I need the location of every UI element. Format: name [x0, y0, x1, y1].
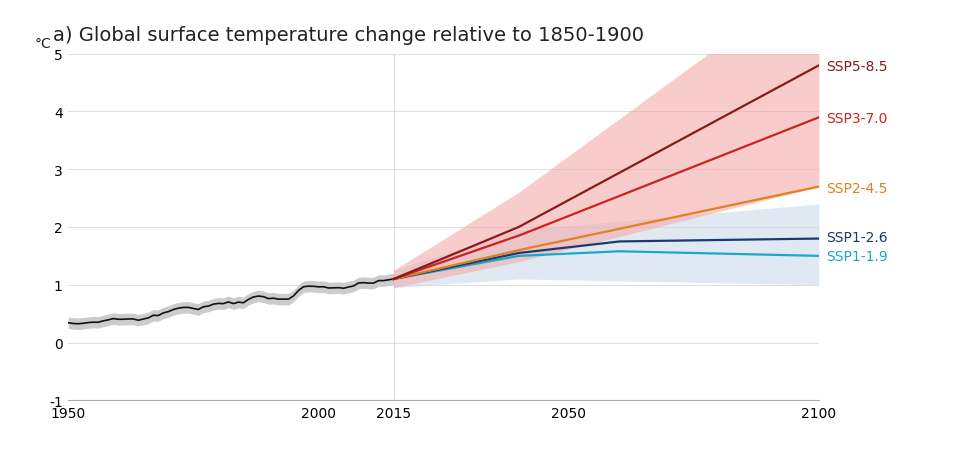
Text: SSP1-1.9: SSP1-1.9: [826, 249, 887, 263]
Text: a) Global surface temperature change relative to 1850-1900: a) Global surface temperature change rel…: [54, 26, 644, 45]
Text: SSP3-7.0: SSP3-7.0: [826, 112, 887, 126]
Text: °C: °C: [34, 37, 52, 51]
Text: SSP5-8.5: SSP5-8.5: [826, 61, 887, 74]
Text: SSP2-4.5: SSP2-4.5: [826, 182, 887, 195]
Text: SSP1-2.6: SSP1-2.6: [826, 231, 887, 245]
